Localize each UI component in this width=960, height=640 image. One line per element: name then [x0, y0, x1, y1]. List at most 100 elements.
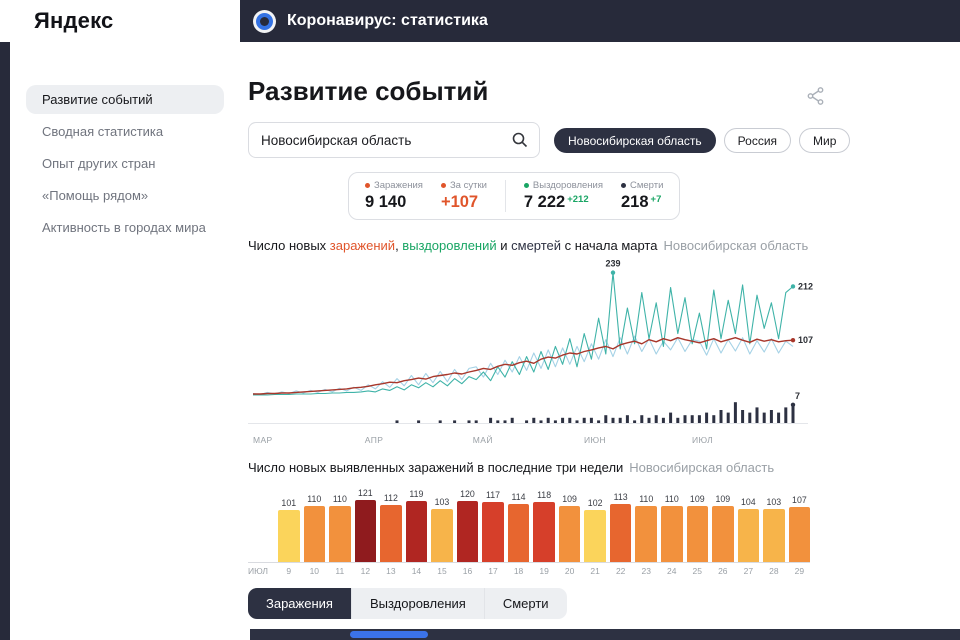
deaths-bar — [762, 412, 766, 423]
bar-value-label: 101 — [281, 498, 297, 508]
month-tick-label: ИЮЛ — [692, 435, 714, 445]
metric-tab[interactable]: Выздоровления — [350, 588, 484, 619]
bar — [788, 507, 811, 562]
bar-value-label: 110 — [664, 494, 679, 504]
stat-label: За сутки — [449, 180, 487, 191]
region-chip[interactable]: Россия — [723, 128, 792, 153]
bar-value-label: 104 — [740, 497, 756, 507]
weekly-bars-chart: 101 110 110 121 112 119 103 120 117 114 118 109 102 1… — [248, 485, 811, 563]
month-axis-label: ИЮЛ — [248, 566, 268, 576]
annotation-dot — [610, 270, 616, 275]
metric-tabs: Заражения Выздоровления Смерти — [248, 588, 567, 619]
deaths-bar — [589, 417, 593, 423]
sidebar-item[interactable]: «Помощь рядом» — [42, 188, 149, 203]
bar-value-label: 103 — [766, 497, 782, 507]
yandex-logo[interactable]: Яндекс — [34, 8, 114, 33]
bar-column: 104 — [737, 497, 760, 562]
sidebar-item[interactable]: Активность в городах мира — [42, 220, 206, 235]
stat-dot — [440, 183, 446, 188]
bar-column: 103 — [763, 497, 785, 562]
day-tick-label: 10 — [309, 566, 320, 576]
metric-tab[interactable]: Заражения — [248, 588, 351, 619]
trend-chart-svg: 239 212 107 7 — [248, 259, 813, 424]
deaths-bar — [575, 420, 579, 423]
stat-label: Смерти — [629, 180, 664, 191]
deaths-bar — [733, 402, 737, 423]
deaths-bar — [661, 417, 665, 423]
day-tick-label: 16 — [462, 566, 473, 576]
month-tick-label: МАЙ — [472, 435, 493, 445]
deaths-bar — [683, 415, 687, 423]
chart-title-part: заражений — [329, 238, 396, 253]
bar-column: 118 — [533, 490, 555, 562]
day-tick-label: 22 — [615, 566, 626, 576]
bar — [405, 501, 428, 562]
deaths-bar — [777, 412, 781, 423]
chart-title-part: , — [395, 238, 403, 253]
left-accent-strip — [0, 42, 10, 640]
weekly-bars-x-axis: ИЮЛ 9 10 11 12 13 14 15 16 17 18 19 20 21 22 23 24 25 26 2… — [248, 566, 810, 576]
bar-value-label: 109 — [715, 494, 731, 504]
chart-title-part: смертей — [511, 238, 562, 253]
stat-dot — [620, 183, 626, 188]
month-tick-label: МАР — [253, 435, 273, 445]
day-tick-label: 29 — [794, 566, 805, 576]
bar-column: 119 — [405, 489, 428, 562]
header-title-area: Коронавирус: статистика — [240, 0, 960, 42]
stat-label: Заражения — [374, 180, 423, 191]
sidebar: Развитие событий Сводная статистика Опыт д… — [10, 42, 240, 640]
chart-title-part: и — [496, 238, 512, 253]
deaths-bar — [417, 420, 421, 423]
chart-title-part: с начала марта — [561, 238, 658, 253]
bar — [660, 506, 683, 562]
deaths-bar — [784, 407, 788, 423]
weekly-bars-title-text: Число новых выявленных заражений в после… — [248, 460, 624, 475]
covid-icon — [253, 9, 276, 33]
bar-value-label: 110 — [639, 494, 654, 504]
bar-value-label: 110 — [332, 494, 347, 504]
sidebar-item[interactable]: Развитие событий — [26, 85, 224, 114]
chart-region-label: Новосибирская область — [663, 238, 809, 253]
bar — [609, 504, 632, 562]
bar — [482, 502, 504, 562]
stat-value-row: 7 222 +212 — [524, 193, 603, 212]
series-line-выздоровления — [253, 272, 794, 396]
stat-value-row: 9 140 — [365, 193, 423, 212]
bar — [431, 509, 453, 562]
bar — [558, 506, 581, 562]
bar — [303, 506, 326, 562]
day-tick-label: 26 — [718, 566, 728, 576]
stat-value-row: 218 +7 — [621, 193, 663, 212]
stats-summary: Заражения 9 140 За сутки +107 Выздоровления 7… — [348, 172, 681, 220]
deaths-bar — [741, 410, 745, 423]
bar-column: 107 — [788, 495, 811, 562]
search-input[interactable] — [261, 132, 511, 148]
deaths-bar — [489, 417, 493, 423]
region-chip[interactable]: Новосибирская область — [554, 128, 716, 153]
deaths-bar — [561, 417, 565, 423]
bar-column: 110 — [635, 494, 657, 562]
deaths-bar — [676, 417, 680, 423]
deaths-bar — [697, 415, 701, 423]
bar-column: 103 — [431, 497, 453, 562]
deaths-bar — [539, 420, 543, 423]
deaths-bar — [467, 420, 471, 423]
sidebar-item[interactable]: Сводная статистика — [42, 124, 164, 139]
bar-column: 110 — [303, 494, 326, 562]
day-tick-label: 25 — [692, 566, 702, 576]
sidebar-item[interactable]: Опыт других стран — [42, 156, 156, 171]
search-icon[interactable] — [511, 131, 529, 149]
weekly-bars-title: Число новых выявленных заражений в после… — [248, 460, 810, 475]
stat-item: Смерти 218 +7 — [620, 180, 664, 212]
deaths-bar — [568, 417, 572, 423]
deaths-bar — [611, 417, 615, 423]
deaths-bar — [669, 412, 673, 423]
metric-tab[interactable]: Смерти — [483, 588, 567, 619]
deaths-bar — [438, 420, 442, 423]
bar — [354, 500, 377, 562]
stat-label-row: Заражения — [365, 180, 423, 191]
share-button[interactable] — [806, 86, 826, 106]
bar-column: 120 — [456, 489, 479, 562]
region-chip[interactable]: Мир — [799, 128, 851, 153]
trend-chart-x-axis: МАР АПР МАЙ ИЮН ИЮЛ — [248, 435, 823, 447]
